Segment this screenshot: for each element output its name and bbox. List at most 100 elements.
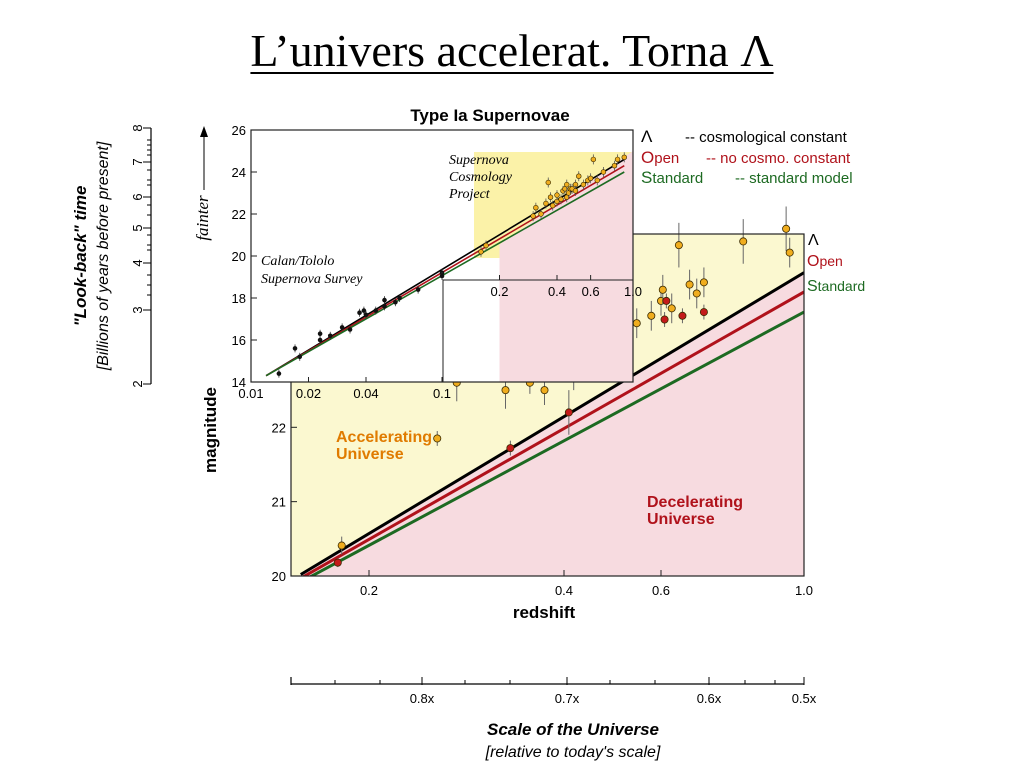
main-data-point [785, 248, 794, 257]
inset-scp-point [600, 169, 607, 175]
inset-scp-point [478, 249, 484, 255]
legend-item-open: Open -- no cosmo. constant [641, 148, 851, 167]
legend-item-lambda: Λ -- cosmological constant [641, 127, 848, 146]
accelerating-label-line1: Accelerating [336, 429, 432, 446]
inset-calan-point [361, 308, 367, 313]
fainter-arrow-head [200, 126, 208, 137]
inset-calan-point [339, 325, 345, 330]
inset-x-tick-label: 0.6 [582, 284, 600, 299]
inset-calan-point [357, 310, 362, 316]
inset-scp-point [554, 192, 560, 198]
scp-label: Supernova Cosmology Project [448, 153, 513, 202]
inset-calan-point [373, 308, 379, 313]
scale-tick-label: 0.6x [697, 691, 722, 706]
inset-scp-point [590, 156, 597, 163]
inset-calan-point [292, 346, 298, 351]
main-data-point [433, 434, 442, 443]
inset-scp-point [533, 205, 539, 211]
main-x-tick-label: 0.4 [555, 583, 573, 598]
inset-scp-point [587, 175, 594, 182]
inset-title: Type Ia Supernovae [410, 106, 569, 125]
inset-model-lines [265, 158, 625, 377]
lookback-tick-label: 8 [130, 124, 145, 131]
lookback-tick-label: 3 [130, 306, 145, 313]
inset-data-points [276, 152, 627, 378]
lookback-subtitle: [Billions of years before present] [95, 141, 112, 371]
scp-label-line1: Supernova [449, 153, 509, 168]
main-data-point [699, 308, 708, 317]
legend-symbol-standard: Standard [641, 168, 703, 187]
lookback-tick-label: 4 [130, 259, 145, 266]
main-data-point [678, 311, 687, 320]
inset-scp-point [550, 202, 556, 209]
lookback-axis: "Look-back" time [Billions of years befo… [71, 124, 152, 388]
main-data-point [739, 237, 748, 246]
inset-x-tick-label: 0.4 [548, 284, 566, 299]
main-data-point [782, 224, 791, 233]
calan-label-line1: Calan/Tololo [261, 254, 334, 269]
line-label-lambda: Λ [808, 232, 819, 249]
inset-scp-point [547, 194, 554, 200]
line-label-open: Open [807, 253, 843, 270]
scp-label-line3: Project [448, 187, 491, 202]
inset-calan-point [382, 304, 387, 309]
main-data-point [564, 408, 573, 417]
scale-subtitle: [relative to today's scale] [485, 744, 661, 761]
inset-calan-point [276, 371, 282, 376]
decelerating-label-line1: Decelerating [647, 494, 743, 511]
scale-tick-label: 0.8x [410, 691, 435, 706]
main-x-tick-label: 1.0 [795, 583, 813, 598]
calan-label-line2: Supernova Survey [261, 272, 363, 287]
accelerating-label: Accelerating Universe [336, 429, 432, 463]
inset-x-tick-label: 0.1 [433, 386, 451, 401]
inset-scp-point [572, 188, 579, 194]
main-data-point [506, 444, 515, 453]
main-data-point [662, 296, 671, 305]
inset-scp-point [564, 181, 570, 188]
main-y-tick-label: 20 [272, 569, 286, 584]
calan-label: Calan/Tololo Supernova Survey [261, 254, 363, 287]
legend-desc-lambda: -- cosmological constant [685, 129, 848, 146]
scp-label-line2: Cosmology [449, 170, 513, 185]
inset-scp-point [594, 177, 600, 184]
scale-tick-label: 0.5x [792, 691, 817, 706]
main-data-point [699, 278, 708, 287]
inset-x-tick-label: 0.02 [296, 386, 321, 401]
line-label-standard: Standard [807, 278, 865, 295]
main-data-point [658, 285, 667, 294]
inset-y-ticks: 14 16 18 20 22 24 26 [232, 123, 257, 390]
main-data-point [667, 304, 676, 313]
main-model-lines [299, 271, 804, 576]
inset-x-tick-label: 0.04 [353, 386, 378, 401]
inset-calan-point [439, 273, 445, 279]
inset-panel-separator [442, 279, 633, 382]
scale-tick-label: 0.7x [555, 691, 580, 706]
inset-scp-point [611, 163, 618, 169]
main-x-tick-label: 0.2 [360, 583, 378, 598]
main-y-ticks: 20 21 22 [272, 420, 297, 584]
main-ylabel: magnitude [201, 387, 220, 473]
lookback-tick-label: 7 [130, 158, 145, 165]
inset-calan-point [363, 312, 369, 318]
inset-y-tick-label: 26 [232, 123, 246, 138]
main-model-line [299, 271, 804, 576]
inset-model-line [265, 165, 625, 377]
main-x-ticks: 0.2 0.4 0.6 1.0 [360, 570, 813, 598]
lookback-title: "Look-back" time [71, 186, 90, 327]
inset-scp-point [530, 213, 536, 219]
legend-symbol-open: Open [641, 148, 679, 167]
main-data-point [674, 241, 683, 250]
main-model-line [308, 310, 804, 576]
scale-axis: Scale of the Universe [relative to today… [290, 677, 817, 761]
inset-calan-point [297, 354, 303, 360]
main-data-point [501, 386, 510, 395]
inset-y-tick-label: 22 [232, 207, 246, 222]
inset-calan-point [327, 333, 333, 339]
main-data-point [692, 289, 701, 298]
fainter-label: fainter [193, 195, 212, 241]
inset-scp-point [545, 179, 551, 186]
decelerating-label-line2: Universe [647, 511, 715, 528]
inset-plot: 0.01 0.02 0.04 0.1 0.2 0.4 0.6 1.0 14 16 18 20 22 24… [232, 106, 643, 401]
main-data-point [632, 319, 641, 328]
inset-scp-point [558, 196, 564, 203]
